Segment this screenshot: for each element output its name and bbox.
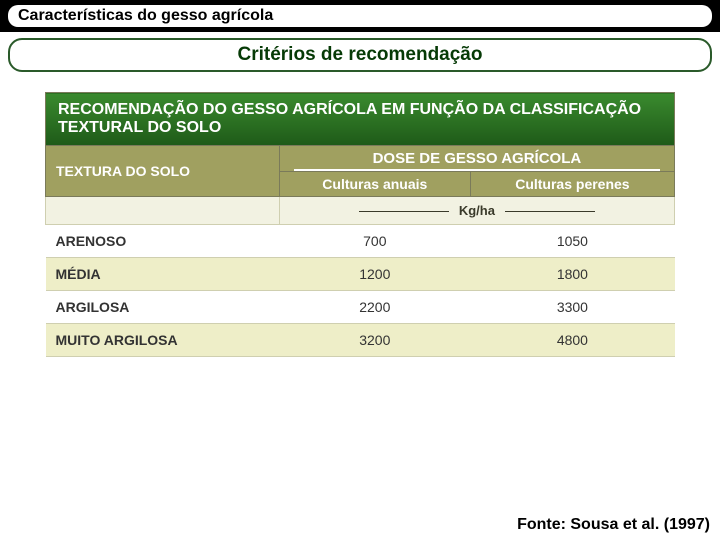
- dose-header-label: DOSE DE GESSO AGRÍCOLA: [373, 150, 582, 167]
- table-title: RECOMENDAÇÃO DO GESSO AGRÍCOLA EM FUNÇÃO…: [46, 93, 675, 146]
- col-header-annual: Culturas anuais: [279, 172, 470, 197]
- table-row: ARENOSO 700 1050: [46, 225, 675, 258]
- table-container: RECOMENDAÇÃO DO GESSO AGRÍCOLA EM FUNÇÃO…: [0, 82, 720, 357]
- cell-annual: 1200: [279, 258, 470, 291]
- title-bar: Características do gesso agrícola: [0, 0, 720, 32]
- cell-label: MÉDIA: [46, 258, 280, 291]
- cell-annual: 2200: [279, 291, 470, 324]
- unit-cell: Kg/ha: [279, 197, 674, 225]
- subtitle-wrap: Critérios de recomendação: [0, 32, 720, 82]
- col-header-texture: TEXTURA DO SOLO: [46, 146, 280, 197]
- cell-perennial: 1050: [470, 225, 674, 258]
- underline-left: [359, 211, 449, 212]
- cell-label: ARENOSO: [46, 225, 280, 258]
- cell-perennial: 1800: [470, 258, 674, 291]
- table-row: MÉDIA 1200 1800: [46, 258, 675, 291]
- source-citation: Fonte: Sousa et al. (1997): [517, 516, 710, 534]
- table-row: MUITO ARGILOSA 3200 4800: [46, 324, 675, 357]
- recommendation-table: RECOMENDAÇÃO DO GESSO AGRÍCOLA EM FUNÇÃO…: [45, 92, 675, 357]
- cell-label: MUITO ARGILOSA: [46, 324, 280, 357]
- underline-right: [505, 211, 595, 212]
- cell-label: ARGILOSA: [46, 291, 280, 324]
- unit-row: Kg/ha: [46, 197, 675, 225]
- page-title: Características do gesso agrícola: [8, 5, 712, 27]
- table-row: ARGILOSA 2200 3300: [46, 291, 675, 324]
- col-header-perennial: Culturas perenes: [470, 172, 674, 197]
- cell-annual: 700: [279, 225, 470, 258]
- cell-perennial: 4800: [470, 324, 674, 357]
- unit-label: Kg/ha: [459, 203, 495, 218]
- cell-annual: 3200: [279, 324, 470, 357]
- page-subtitle: Critérios de recomendação: [8, 38, 712, 72]
- cell-perennial: 3300: [470, 291, 674, 324]
- unit-blank: [46, 197, 280, 225]
- col-header-dose: DOSE DE GESSO AGRÍCOLA: [279, 146, 674, 172]
